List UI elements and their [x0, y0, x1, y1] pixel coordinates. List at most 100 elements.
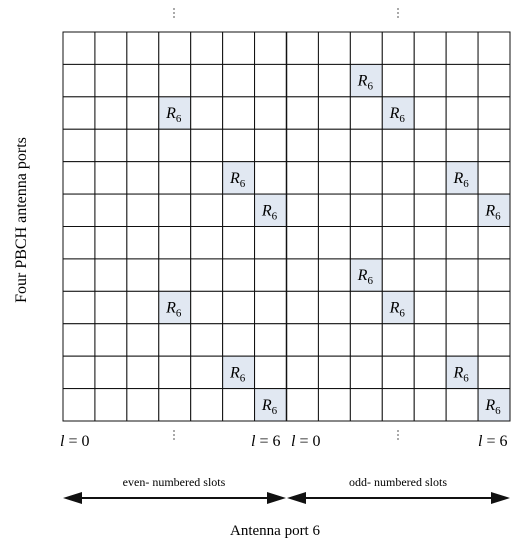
grid-cell — [190, 323, 224, 357]
symbol-label-l0-even: l = 0 — [60, 433, 89, 450]
grid-cell — [158, 388, 192, 422]
grid-cell — [286, 128, 319, 163]
grid-cell — [254, 128, 287, 163]
grid-cell — [381, 161, 415, 195]
rs-label-sub: 6 — [367, 81, 373, 93]
grid-cell — [317, 193, 351, 227]
even-slot-arrow — [63, 492, 286, 504]
symbol-label-l6-odd: l = 6 — [478, 433, 507, 450]
rs-cell — [477, 388, 511, 422]
grid-cell — [158, 258, 192, 292]
rs-label: R6 — [165, 300, 182, 320]
grid-cell — [477, 161, 511, 195]
grid-cell — [477, 355, 511, 390]
grid-cell — [62, 161, 96, 195]
grid-cell — [222, 388, 256, 422]
grid-cell — [222, 323, 256, 357]
rs-cell — [381, 290, 415, 325]
grid-cell — [62, 355, 96, 390]
grid-cell — [286, 193, 319, 227]
odd-slots-label: odd- numbered slots — [349, 475, 447, 489]
grid-cell — [477, 290, 511, 325]
grid-cell — [190, 355, 224, 390]
grid-cell — [381, 258, 415, 292]
grid-cell — [94, 31, 128, 65]
rs-label-sub: 6 — [495, 210, 501, 222]
grid-cell — [477, 323, 511, 357]
rs-label-sub: 6 — [399, 113, 405, 125]
grid-cell — [190, 388, 224, 422]
rs-cell — [445, 355, 479, 390]
symbol-label-l6-even: l = 6 — [251, 433, 280, 450]
grid-cell — [349, 128, 383, 163]
grid-cell — [158, 193, 192, 227]
grid-cell — [445, 388, 479, 422]
grid-cell — [126, 226, 160, 260]
rs-label-base: R — [452, 364, 463, 381]
grid-cell — [190, 31, 224, 65]
grid-cell — [286, 96, 319, 130]
grid-cell — [413, 63, 447, 98]
grid-cell — [317, 323, 351, 357]
grid-cell — [222, 63, 256, 98]
grid-cell — [126, 63, 160, 98]
grid-cell — [222, 290, 256, 325]
grid-cell — [477, 63, 511, 98]
grid-cell — [286, 355, 319, 390]
grid-cell — [413, 31, 447, 65]
grid-cell — [158, 63, 192, 98]
rs-label-base: R — [261, 202, 272, 219]
grid-cell — [349, 290, 383, 325]
rs-label: R6 — [229, 364, 246, 384]
grid-cell — [158, 31, 192, 65]
grid-cell — [286, 226, 319, 260]
rs-cell — [349, 63, 383, 98]
grid-cell — [94, 388, 128, 422]
rs-label-base: R — [357, 267, 368, 284]
grid-cell — [254, 323, 287, 357]
rs-label-base: R — [165, 300, 176, 317]
grid-cell — [254, 63, 287, 98]
grid-cell — [381, 323, 415, 357]
grid-cell — [126, 388, 160, 422]
grid-cell — [190, 290, 224, 325]
rs-label-sub: 6 — [463, 178, 469, 190]
grid-cell — [62, 290, 96, 325]
grid-cell — [381, 63, 415, 98]
grid-cell — [94, 323, 128, 357]
rs-label: R6 — [261, 202, 278, 222]
grid-cell — [190, 63, 224, 98]
grid-cell — [62, 31, 96, 65]
rs-label: R6 — [389, 105, 406, 125]
grid-cell — [445, 226, 479, 260]
grid-cell — [158, 128, 192, 163]
grid-cell — [62, 193, 96, 227]
grid-cell — [413, 355, 447, 390]
grid-cell — [126, 161, 160, 195]
grid-cell — [222, 258, 256, 292]
rs-label-base: R — [389, 300, 400, 317]
odd-slot-arrow — [287, 492, 510, 504]
grid-cell — [286, 290, 319, 325]
rs-label-base: R — [484, 202, 495, 219]
grid-cell — [126, 96, 160, 130]
grid-cell — [477, 31, 511, 65]
grid-cell — [381, 355, 415, 390]
grid-cell — [62, 323, 96, 357]
grid-cell — [126, 193, 160, 227]
grid-cell — [317, 96, 351, 130]
grid-cell — [317, 63, 351, 98]
grid-cell — [413, 226, 447, 260]
grid-cell — [445, 96, 479, 130]
grid-cell — [349, 388, 383, 422]
grid-cell — [286, 63, 319, 98]
grid-cell — [317, 226, 351, 260]
grid-cell — [381, 388, 415, 422]
grid-cell — [349, 323, 383, 357]
rs-label-sub: 6 — [240, 372, 246, 384]
grid-cell — [126, 258, 160, 292]
grid-cell — [254, 355, 287, 390]
grid-cell — [381, 226, 415, 260]
grid-cell — [158, 355, 192, 390]
